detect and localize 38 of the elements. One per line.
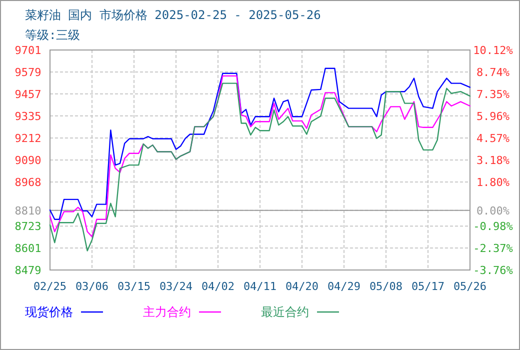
y2-tick-label: 5.96%: [476, 110, 510, 123]
y2-tick-label: 8.74%: [476, 66, 510, 79]
legend-最近合约: 最近合约: [261, 305, 309, 319]
y-tick-label: 8968: [14, 176, 42, 189]
legend-主力合约: 主力合约: [143, 305, 191, 319]
title: 菜籽油 国内 市场价格 2025-02-25 - 2025-05-26: [25, 8, 321, 22]
y2-tick-label: 1.80%: [476, 176, 510, 189]
y2-tick-label: -0.98%: [473, 220, 514, 233]
y2-tick-label: 3.18%: [476, 154, 510, 167]
y-tick-label: 8810: [14, 204, 42, 218]
x-tick-label: 04/29: [327, 280, 361, 293]
subtitle: 等级:三级: [25, 28, 80, 42]
x-tick-label: 05/26: [453, 280, 487, 293]
y-tick-label: 9579: [14, 66, 42, 79]
x-tick-label: 04/20: [285, 280, 319, 293]
x-tick-label: 05/08: [369, 280, 403, 293]
x-tick-label: 04/11: [243, 280, 277, 293]
y2-tick-label: 4.57%: [476, 132, 510, 145]
y-tick-label: 9212: [14, 132, 42, 146]
x-tick-label: 02/25: [33, 280, 67, 293]
y-tick-label: 8601: [14, 242, 42, 256]
x-tick-label: 04/02: [201, 280, 235, 293]
y-tick-label: 9457: [14, 88, 42, 101]
x-tick-label: 03/24: [159, 280, 193, 293]
y-tick-label: 8479: [14, 264, 42, 277]
x-tick-label: 03/15: [117, 280, 151, 293]
y-tick-label: 9701: [14, 44, 42, 57]
y2-tick-label: -2.37%: [473, 242, 514, 255]
y-tick-label: 9090: [14, 154, 42, 167]
legend-现货价格: 现货价格: [25, 305, 73, 319]
y2-tick-label: 10.12%: [473, 44, 514, 57]
y2-tick-label: 0.00%: [476, 204, 510, 218]
y-tick-label: 8723: [14, 220, 42, 234]
y2-tick-label: -3.76%: [473, 264, 514, 277]
y2-tick-label: 7.35%: [476, 88, 510, 101]
x-tick-label: 03/06: [75, 280, 109, 293]
x-tick-label: 05/17: [411, 280, 445, 293]
y-tick-label: 9335: [14, 110, 42, 123]
